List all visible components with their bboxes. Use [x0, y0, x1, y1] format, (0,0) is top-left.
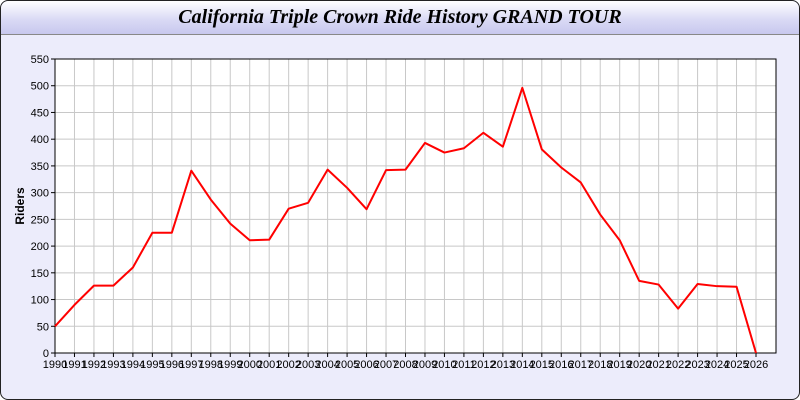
x-tick-label: 1996	[160, 359, 184, 371]
x-tick-label: 2020	[627, 359, 651, 371]
x-tick-label: 2009	[413, 359, 437, 371]
plot-area	[55, 59, 776, 353]
x-tick-label: 1991	[62, 359, 86, 371]
x-tick-label: 2005	[335, 359, 359, 371]
x-tick-label: 2026	[744, 359, 768, 371]
x-tick-label: 2010	[432, 359, 456, 371]
x-tick-label: 2001	[257, 359, 281, 371]
plot-border	[54, 58, 777, 354]
y-tick-label: 450	[31, 107, 49, 119]
x-tick-label: 2006	[354, 359, 378, 371]
y-tick-label: 200	[31, 241, 49, 253]
y-axis-label: Riders	[13, 187, 27, 225]
y-tick-label: 550	[31, 54, 49, 66]
x-tick-label: 2003	[296, 359, 320, 371]
y-tick-label: 300	[31, 188, 49, 200]
x-tick-label: 2013	[491, 359, 515, 371]
x-tick-label: 1999	[218, 359, 242, 371]
x-tick-label: 2017	[569, 359, 593, 371]
x-tick-label: 1992	[82, 359, 106, 371]
chart-title: California Triple Crown Ride History GRA…	[178, 6, 622, 28]
x-tick-label: 1997	[179, 359, 203, 371]
x-tick-label: 2022	[666, 359, 690, 371]
x-tick-label: 2011	[452, 359, 476, 371]
x-tick-label: 2016	[549, 359, 573, 371]
y-tick-label: 150	[31, 268, 49, 280]
x-tick-label: 2007	[374, 359, 398, 371]
x-tick-label: 2012	[471, 359, 495, 371]
x-tick-label: 1995	[140, 359, 164, 371]
x-tick-label: 1993	[101, 359, 125, 371]
x-tick-label: 1998	[199, 359, 223, 371]
x-tick-label: 2008	[393, 359, 417, 371]
x-tick-label: 1994	[121, 359, 145, 371]
y-tick-label: 50	[37, 321, 49, 333]
x-tick-label: 2019	[607, 359, 631, 371]
x-tick-label: 2000	[237, 359, 261, 371]
x-tick-label: 2024	[705, 359, 729, 371]
y-tick-label: 350	[31, 161, 49, 173]
x-tick-label: 2025	[724, 359, 748, 371]
x-tick-label: 2002	[276, 359, 300, 371]
x-tick-label: 2023	[685, 359, 709, 371]
x-tick-label: 1990	[43, 359, 67, 371]
x-tick-label: 2015	[530, 359, 554, 371]
x-tick-label: 2021	[646, 359, 670, 371]
y-tick-label: 100	[31, 295, 49, 307]
y-tick-label: 500	[31, 81, 49, 93]
y-tick-label: 0	[43, 348, 49, 360]
x-tick-label: 2018	[588, 359, 612, 371]
x-tick-label: 2004	[315, 359, 339, 371]
title-bar: California Triple Crown Ride History GRA…	[1, 1, 799, 35]
y-tick-label: 400	[31, 134, 49, 146]
y-tick-label: 250	[31, 214, 49, 226]
x-tick-label: 2014	[510, 359, 534, 371]
